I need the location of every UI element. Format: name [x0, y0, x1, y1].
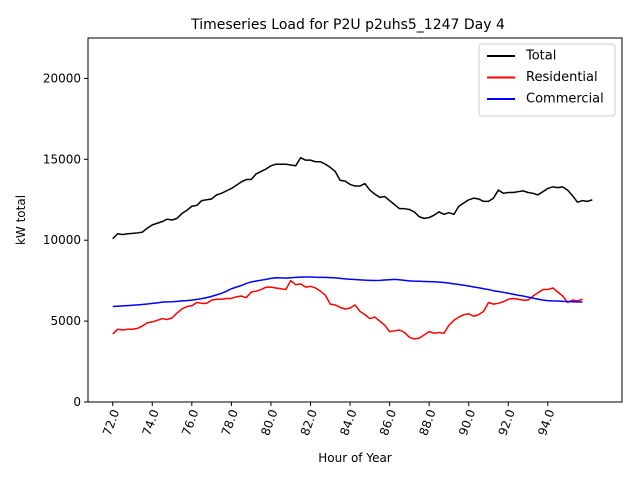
- series-layer: [112, 156, 593, 340]
- y-tick-label: 5000: [50, 314, 81, 328]
- legend-label-residential: Residential: [526, 70, 598, 85]
- series-line-total: [112, 156, 593, 240]
- y-tick-label: 15000: [43, 152, 81, 166]
- chart-title: Timeseries Load for P2U p2uhs5_1247 Day …: [190, 17, 505, 33]
- y-tick-label: 20000: [43, 71, 81, 85]
- series-line-commercial: [112, 276, 583, 308]
- legend-label-commercial: Commercial: [526, 92, 604, 107]
- legend-items: Total Residential Commercial: [487, 49, 604, 107]
- y-axis-label: kW total: [14, 195, 28, 245]
- legend-label-total: Total: [525, 49, 556, 64]
- series-line-residential: [112, 279, 583, 340]
- y-tick-label: 0: [73, 395, 81, 409]
- x-axis-label: Hour of Year: [318, 451, 392, 465]
- plot-frame: [87, 37, 623, 403]
- y-axis-ticks: 0 5000 10000 15000 20000: [43, 71, 88, 409]
- y-tick-label: 10000: [43, 233, 81, 247]
- legend: Total Residential Commercial: [478, 43, 616, 117]
